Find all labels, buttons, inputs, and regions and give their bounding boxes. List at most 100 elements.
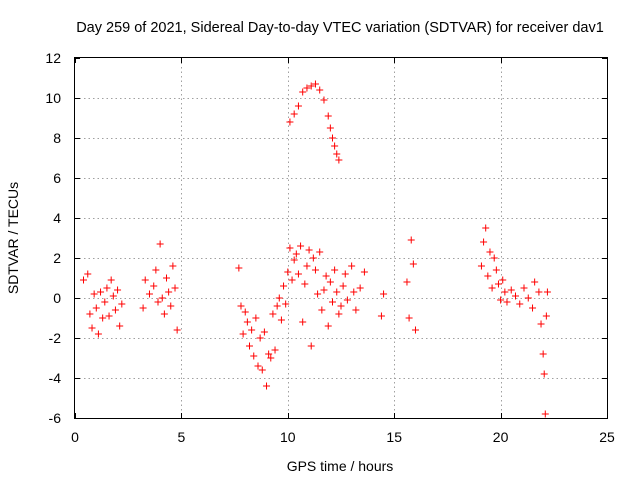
data-point bbox=[239, 330, 247, 338]
data-point bbox=[290, 110, 298, 118]
data-point bbox=[380, 290, 388, 298]
data-point bbox=[311, 266, 319, 274]
data-point bbox=[305, 246, 313, 254]
data-point bbox=[341, 270, 349, 278]
x-tick-label: 10 bbox=[280, 429, 296, 445]
data-point bbox=[245, 342, 253, 350]
data-point bbox=[503, 298, 511, 306]
data-point bbox=[320, 96, 328, 104]
data-point bbox=[250, 352, 258, 360]
data-point bbox=[328, 298, 336, 306]
y-tick-label: -4 bbox=[49, 370, 62, 386]
data-point bbox=[539, 350, 547, 358]
y-tick-label: 4 bbox=[53, 210, 61, 226]
data-point bbox=[101, 298, 109, 306]
data-point bbox=[516, 300, 524, 308]
data-point bbox=[167, 302, 175, 310]
data-point bbox=[141, 276, 149, 284]
chart-title: Day 259 of 2021, Sidereal Day-to-day VTE… bbox=[76, 20, 604, 36]
data-point bbox=[99, 314, 107, 322]
data-point bbox=[529, 304, 537, 312]
data-point bbox=[235, 264, 243, 272]
data-point bbox=[118, 300, 126, 308]
data-point bbox=[282, 300, 290, 308]
data-point bbox=[537, 320, 545, 328]
data-point bbox=[160, 310, 168, 318]
data-point bbox=[331, 266, 339, 274]
data-point bbox=[318, 306, 326, 314]
data-point bbox=[241, 308, 249, 316]
data-point bbox=[541, 410, 549, 418]
data-point bbox=[269, 310, 277, 318]
data-point bbox=[271, 346, 279, 354]
y-tick-label: 8 bbox=[53, 130, 61, 146]
data-point bbox=[531, 278, 539, 286]
data-point bbox=[477, 262, 485, 270]
data-point bbox=[535, 288, 543, 296]
data-point bbox=[254, 362, 262, 370]
data-point bbox=[290, 256, 298, 264]
data-point bbox=[139, 304, 147, 312]
data-point bbox=[114, 286, 122, 294]
data-point bbox=[299, 88, 307, 96]
data-point bbox=[171, 284, 179, 292]
data-point bbox=[484, 272, 492, 280]
data-point bbox=[258, 366, 266, 374]
data-point bbox=[339, 282, 347, 290]
data-point bbox=[403, 278, 411, 286]
data-point bbox=[107, 276, 115, 284]
data-point bbox=[324, 322, 332, 330]
data-point bbox=[277, 316, 285, 324]
y-tick-label: -2 bbox=[49, 330, 62, 346]
data-point bbox=[324, 112, 332, 120]
data-point bbox=[301, 280, 309, 288]
data-point bbox=[299, 318, 307, 326]
data-points bbox=[80, 80, 551, 418]
data-point bbox=[294, 270, 302, 278]
data-point bbox=[284, 268, 292, 276]
data-point bbox=[248, 326, 256, 334]
data-point bbox=[286, 244, 294, 252]
data-point bbox=[482, 224, 490, 232]
data-point bbox=[326, 278, 334, 286]
data-point bbox=[265, 350, 273, 358]
data-point bbox=[333, 288, 341, 296]
data-point bbox=[326, 124, 334, 132]
data-point bbox=[260, 328, 268, 336]
data-point bbox=[499, 276, 507, 284]
data-point bbox=[343, 296, 351, 304]
data-point bbox=[80, 276, 88, 284]
data-point bbox=[94, 330, 102, 338]
data-point bbox=[348, 262, 356, 270]
data-point bbox=[480, 238, 488, 246]
data-point bbox=[116, 322, 124, 330]
data-point bbox=[314, 290, 322, 298]
data-point bbox=[542, 312, 550, 320]
data-point bbox=[405, 314, 413, 322]
y-tick-label: 2 bbox=[53, 250, 61, 266]
data-point bbox=[156, 240, 164, 248]
data-point bbox=[292, 250, 300, 258]
data-point bbox=[103, 284, 111, 292]
data-point bbox=[303, 262, 311, 270]
plot-frame bbox=[74, 57, 608, 419]
data-point bbox=[286, 118, 294, 126]
data-point bbox=[540, 370, 548, 378]
data-point bbox=[322, 272, 330, 280]
data-point bbox=[88, 324, 96, 332]
data-point bbox=[280, 282, 288, 290]
data-point bbox=[409, 260, 417, 268]
data-point bbox=[328, 134, 336, 142]
data-point bbox=[288, 276, 296, 284]
data-point bbox=[497, 296, 505, 304]
data-point bbox=[307, 342, 315, 350]
data-point bbox=[337, 302, 345, 310]
y-tick-label: -6 bbox=[49, 410, 62, 426]
data-point bbox=[311, 80, 319, 88]
data-point bbox=[90, 290, 98, 298]
data-point bbox=[297, 242, 305, 250]
data-point bbox=[377, 312, 385, 320]
data-point bbox=[492, 266, 500, 274]
